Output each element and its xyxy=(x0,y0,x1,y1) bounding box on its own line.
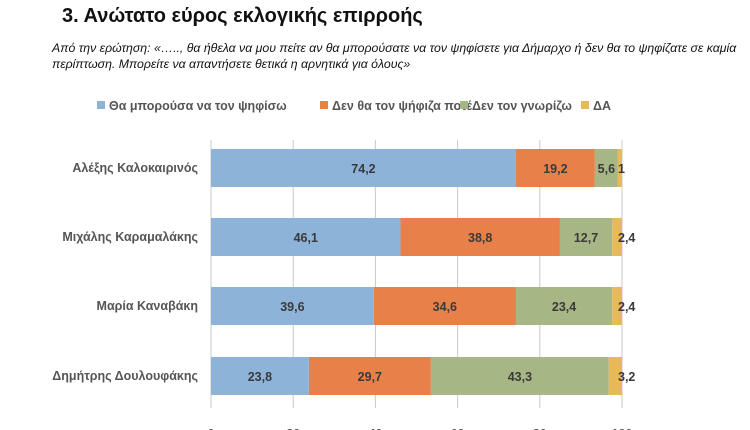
bar-segment xyxy=(594,149,618,187)
x-tick-label: 0 xyxy=(208,427,215,430)
data-label: 12,7 xyxy=(574,231,598,245)
legend-label: ΔΑ xyxy=(593,99,611,113)
legend-label: Δεν θα τον ψήφιζα ποτέ xyxy=(332,99,472,113)
bar-segment xyxy=(211,218,401,256)
legend-swatch xyxy=(97,101,105,109)
data-label: 46,1 xyxy=(294,231,318,245)
data-label: 39,6 xyxy=(280,300,304,314)
category-label: Δημήτρης Δουλουφάκης xyxy=(52,369,198,383)
data-label: 38,8 xyxy=(468,231,492,245)
data-label: 19,2 xyxy=(543,162,567,176)
x-tick-label: 40 xyxy=(368,427,382,430)
bar-segment xyxy=(612,287,622,325)
bar-segment xyxy=(400,218,560,256)
legend-swatch xyxy=(581,101,589,109)
data-label: 29,7 xyxy=(358,370,382,384)
category-label: Μιχάλης Καραμαλάκης xyxy=(62,230,198,244)
section-title: 3. Ανώτατο εύρος εκλογικής επιρροής xyxy=(62,5,423,27)
data-label: 43,3 xyxy=(508,370,532,384)
legend-swatch xyxy=(460,101,468,109)
category-label: Μαρία Καναβάκη xyxy=(97,299,198,313)
bar-segment xyxy=(612,218,622,256)
bar-segment xyxy=(373,287,516,325)
data-label: 2,4 xyxy=(618,300,635,314)
bar-segment xyxy=(430,357,609,395)
legend-label: Θα μπορούσα να τον ψηφίσω xyxy=(109,99,287,113)
data-label: 3,2 xyxy=(618,370,635,384)
data-label: 2,4 xyxy=(618,231,635,245)
data-label: 23,8 xyxy=(248,370,272,384)
question-text: Από την ερώτηση: «….., θα ήθελα να μου π… xyxy=(52,41,737,71)
bar-segment xyxy=(515,287,613,325)
data-label: 34,6 xyxy=(433,300,457,314)
category-label: Αλέξης Καλοκαιρινός xyxy=(72,161,198,175)
bar-segment xyxy=(608,357,622,395)
x-tick-label: 60 xyxy=(451,427,465,430)
legend-swatch xyxy=(320,101,328,109)
x-tick-label: 20 xyxy=(286,427,300,430)
x-tick-label: 100 xyxy=(612,427,633,430)
bar-segment xyxy=(559,218,613,256)
data-label: 74,2 xyxy=(351,162,375,176)
bar-segment xyxy=(617,149,622,187)
data-label: 1 xyxy=(618,162,625,176)
bar-segment xyxy=(515,149,595,187)
bar-segment xyxy=(211,357,309,395)
bar-segment xyxy=(211,149,516,187)
bar-segment xyxy=(211,287,374,325)
data-label: 23,4 xyxy=(552,300,576,314)
data-label: 5,6 xyxy=(598,162,615,176)
legend-label: Δεν τον γνωρίζω xyxy=(472,99,572,113)
bar-segment xyxy=(308,357,431,395)
x-tick-label: 80 xyxy=(533,427,547,430)
